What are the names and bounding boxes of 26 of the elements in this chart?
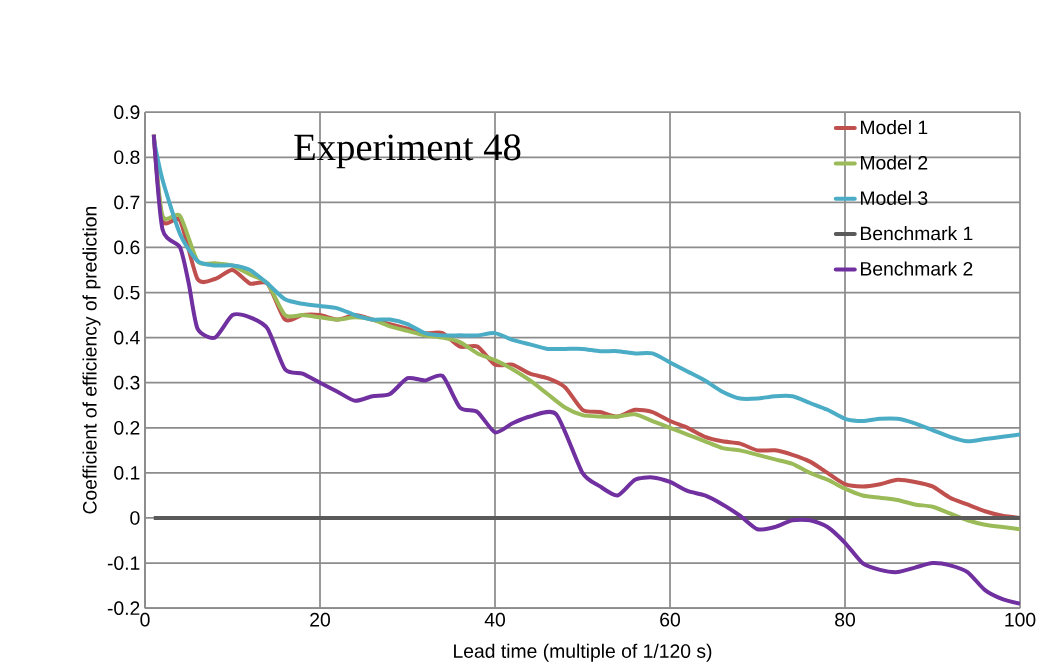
y-tick-label: 0 xyxy=(130,511,140,525)
y-tick-label: 0.2 xyxy=(114,420,140,435)
x-tick-label: 0 xyxy=(140,612,150,627)
x-tick-label: 80 xyxy=(835,612,855,627)
x-tick-label: 60 xyxy=(660,612,680,627)
legend-label: Model 1 xyxy=(861,119,928,135)
x-tick-label: 20 xyxy=(310,612,330,627)
y-tick-label: 0.7 xyxy=(114,195,140,210)
y-tick-label: 0.1 xyxy=(114,465,140,480)
y-tick-label: -0.2 xyxy=(107,601,140,615)
y-axis-title: Coefficient of efficiency of prediction xyxy=(82,206,101,514)
x-tick-label: 40 xyxy=(484,612,505,627)
y-tick-label: 0.4 xyxy=(114,330,140,345)
legend-label: Benchmark 2 xyxy=(861,261,973,276)
legend-label: Model 2 xyxy=(861,155,928,170)
y-tick-label: 0.5 xyxy=(114,285,140,300)
x-axis-title: Lead time (multiple of 1/120 s) xyxy=(454,643,712,662)
legend-label: Model 3 xyxy=(861,190,928,205)
y-tick-label: 0.9 xyxy=(114,105,140,119)
x-tick-label: 100 xyxy=(1005,612,1036,627)
y-tick-label: -0.1 xyxy=(107,556,140,570)
legend-label: Benchmark 1 xyxy=(861,226,973,241)
y-tick-label: 0.8 xyxy=(114,150,140,165)
y-tick-label: 0.6 xyxy=(114,240,140,255)
text: Experiment 48 xyxy=(294,134,521,169)
y-tick-label: 0.3 xyxy=(114,375,140,390)
